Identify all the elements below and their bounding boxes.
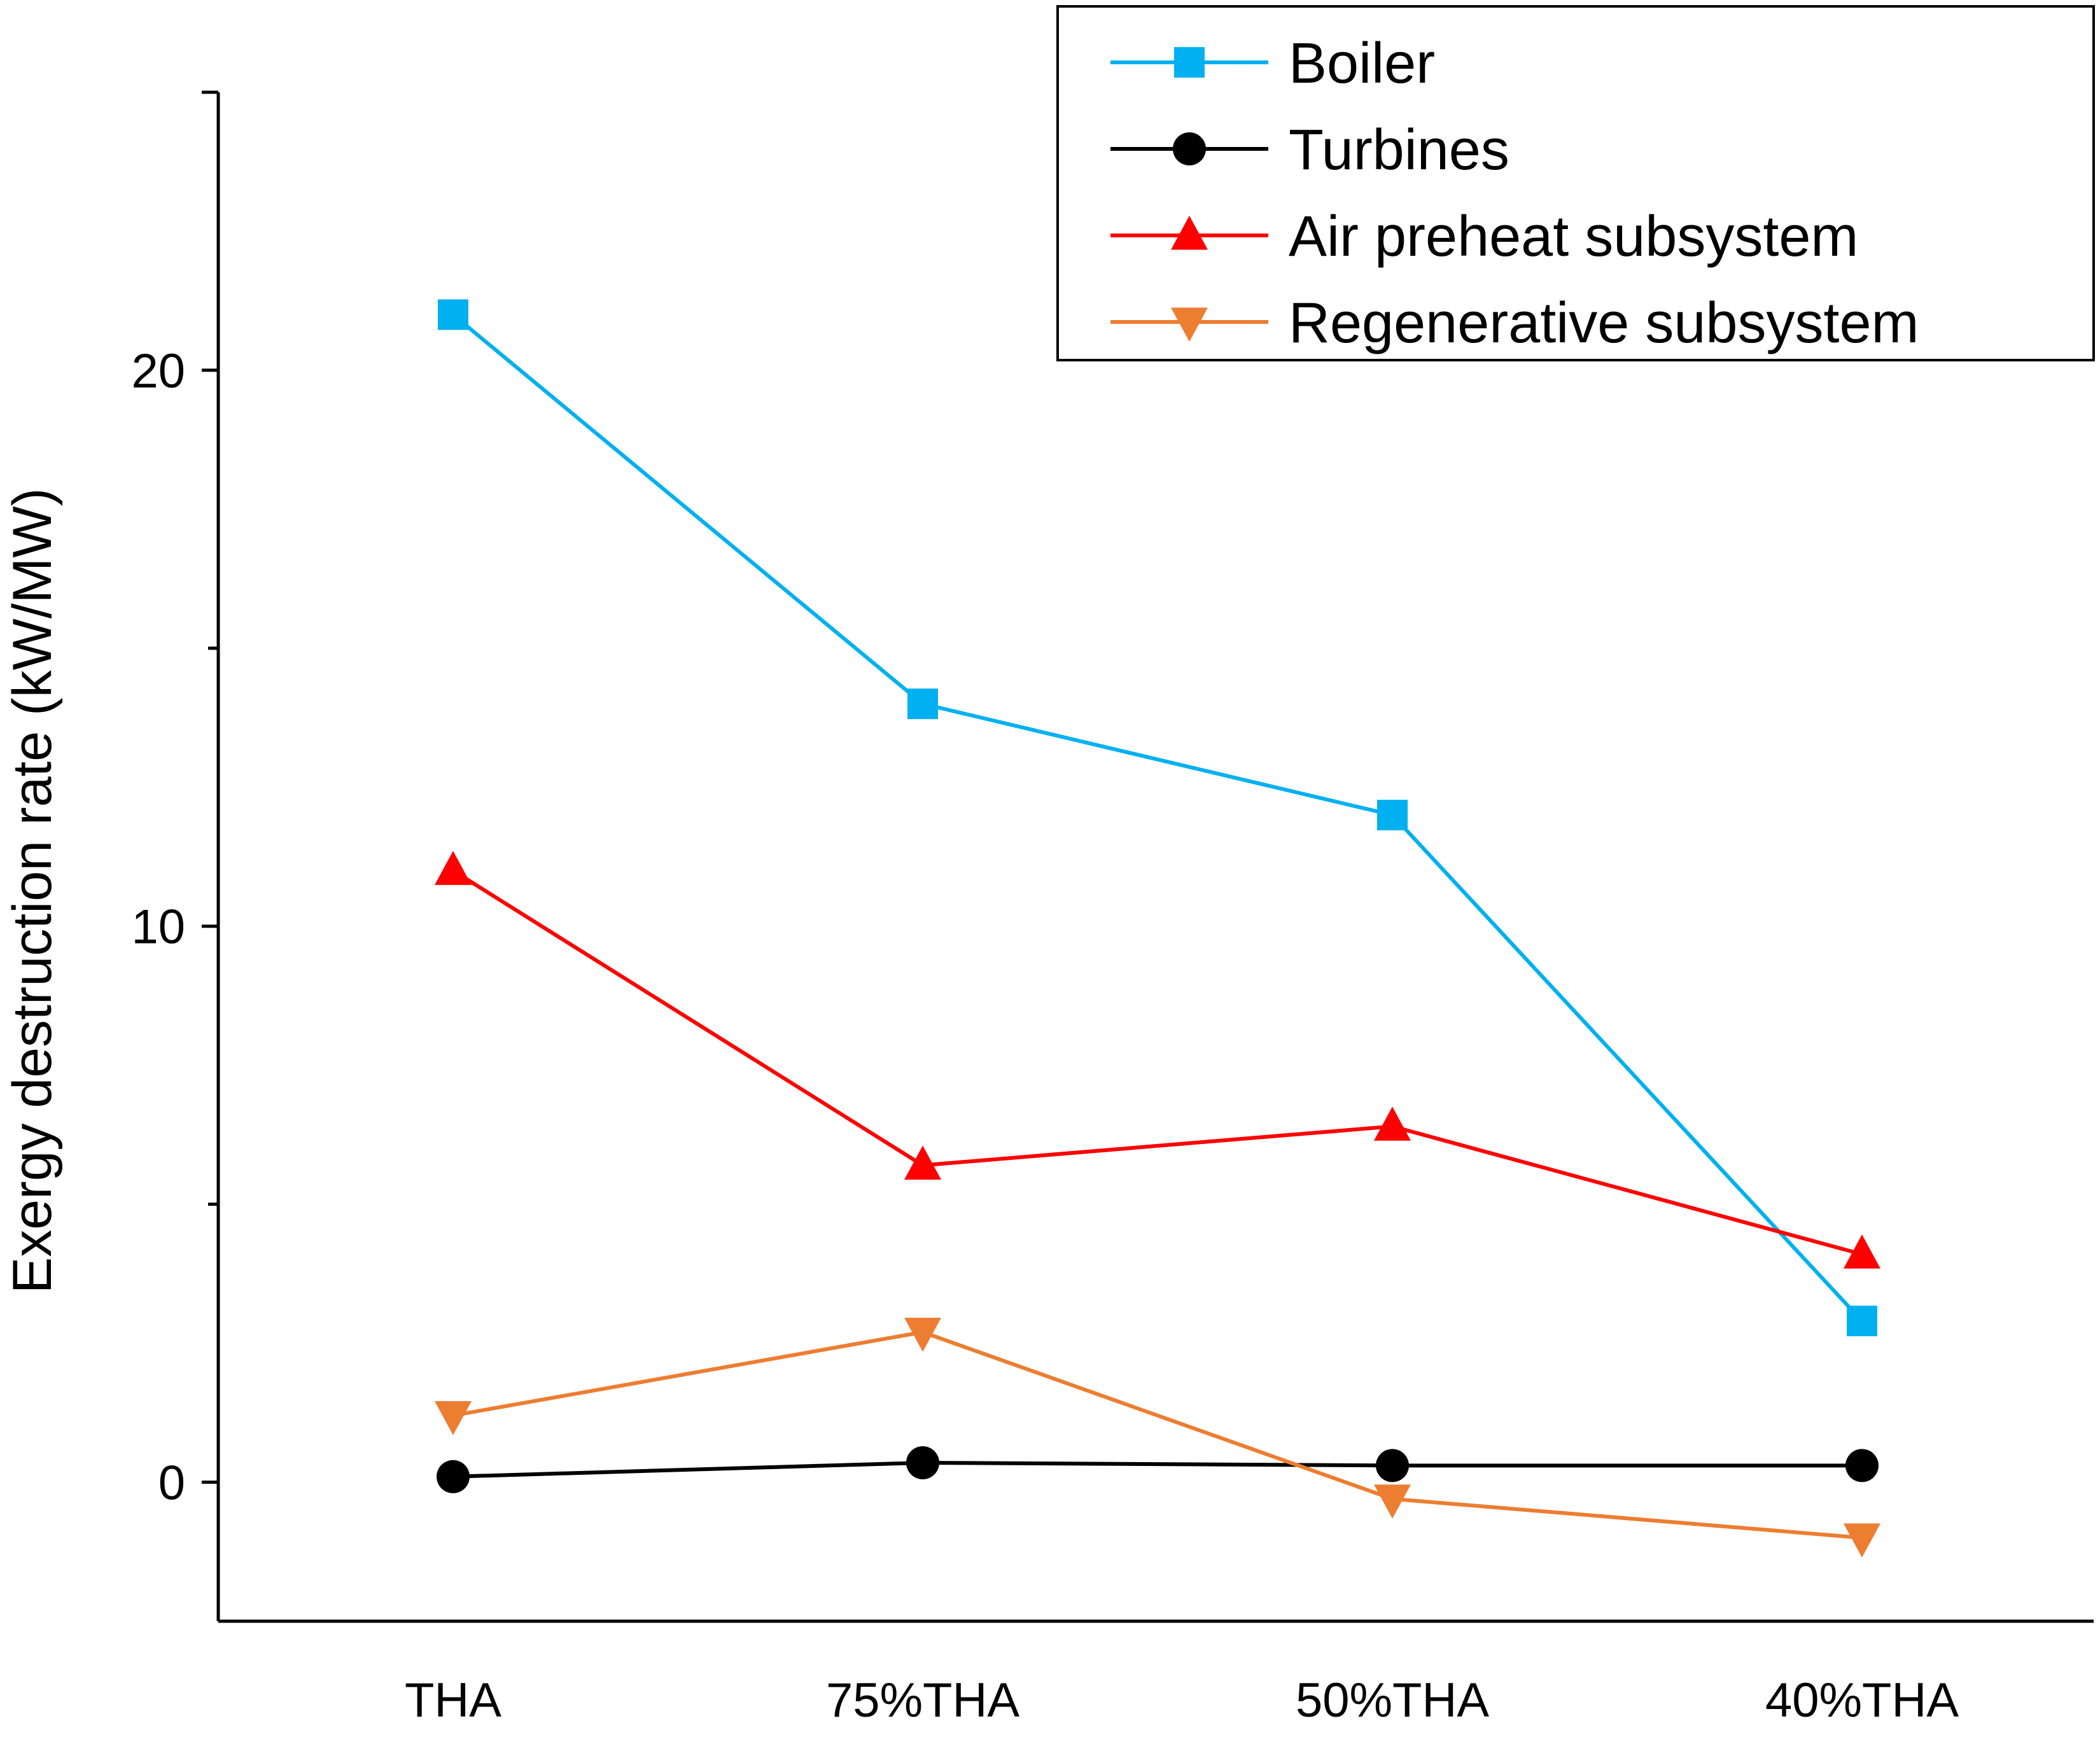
data-point [1374, 1106, 1411, 1141]
y-tick-label: 0 [158, 1456, 185, 1510]
y-axis-title: Exergy destruction rate (kW/MW) [2, 488, 63, 1294]
legend-marker [1171, 216, 1208, 250]
series-regenerative-subsystem [435, 1318, 1880, 1558]
legend-label: Turbines [1289, 118, 1509, 182]
data-point [906, 1446, 939, 1479]
legend-item: Turbines [1110, 118, 1509, 182]
legend-item: Regenerative subsystem [1110, 291, 1919, 355]
data-point [1374, 1484, 1411, 1519]
data-point [1845, 1449, 1879, 1482]
data-point [1847, 1306, 1877, 1337]
legend-marker [1171, 307, 1208, 342]
legend-item: Boiler [1110, 32, 1435, 95]
series-boiler [438, 299, 1877, 1337]
y-tick-label: 20 [131, 344, 185, 398]
series-line [452, 868, 1863, 1257]
legend-marker [1174, 47, 1205, 78]
series-line [452, 313, 1864, 1323]
data-point [435, 851, 472, 885]
axes: 0 10 20 THA 75%THA 50%THA 40%THA [131, 90, 2094, 1727]
data-point [1376, 1449, 1409, 1482]
series-line [452, 1460, 1862, 1479]
x-tick-label: 50%THA [1296, 1673, 1489, 1727]
legend-item: Air preheat subsystem [1110, 205, 1858, 269]
y-tick-label: 10 [131, 900, 185, 954]
data-point [907, 688, 938, 720]
data-point [904, 1318, 941, 1352]
legend-label: Boiler [1289, 32, 1435, 95]
data-point [435, 1401, 472, 1435]
legend-label: Air preheat subsystem [1289, 205, 1858, 269]
series-line [452, 1330, 1863, 1540]
series-layer [435, 299, 1880, 1558]
data-point [438, 299, 468, 330]
legend-label: Regenerative subsystem [1289, 291, 1919, 355]
x-tick-label: 40%THA [1765, 1673, 1959, 1727]
data-point [437, 1460, 470, 1493]
data-point [904, 1145, 941, 1180]
data-point [1844, 1234, 1880, 1269]
data-point [1844, 1523, 1880, 1558]
series-air-preheat-subsystem [435, 851, 1880, 1269]
x-tick-label: 75%THA [826, 1673, 1019, 1727]
legend-marker [1173, 132, 1206, 165]
legend-box [1056, 5, 2095, 361]
data-point [1377, 799, 1408, 830]
legend: Boiler Turbines Air preheat subsystem Regen… [1056, 5, 2095, 361]
series-turbines [437, 1446, 1879, 1493]
x-tick-label: THA [405, 1673, 501, 1727]
